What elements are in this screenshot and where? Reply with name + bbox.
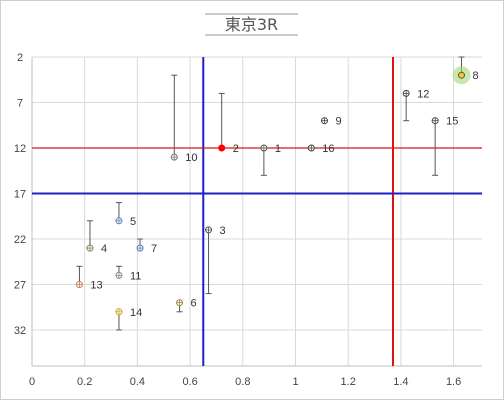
x-tick-label: 0 — [29, 376, 35, 388]
x-tick-label: 0.8 — [235, 376, 250, 388]
data-point-2 — [218, 144, 226, 152]
chart-title: 東京3R — [225, 15, 278, 34]
x-tick-label: 1.2 — [341, 376, 356, 388]
grid-lines — [32, 56, 482, 366]
x-tick-label: 1.4 — [393, 376, 408, 388]
point-label-12: 12 — [417, 88, 429, 100]
data-points — [75, 66, 471, 316]
point-label-1: 1 — [275, 143, 281, 155]
axes — [31, 57, 482, 367]
y-tick-label: 2 — [17, 52, 23, 64]
y-tick-label: 7 — [17, 98, 23, 110]
x-tick-label: 0.2 — [77, 376, 92, 388]
x-tick-label: 1 — [292, 376, 298, 388]
point-label-7: 7 — [151, 243, 157, 255]
point-label-3: 3 — [220, 225, 226, 237]
reference-lines — [32, 57, 482, 366]
y-tick-label: 22 — [14, 234, 26, 246]
x-tick-label: 0.6 — [182, 376, 197, 388]
point-label-6: 6 — [191, 298, 197, 310]
y-tick-label: 12 — [14, 143, 26, 155]
error-bars — [76, 56, 465, 331]
y-tick-label: 17 — [14, 189, 26, 201]
point-label-16: 16 — [322, 143, 334, 155]
point-label-14: 14 — [130, 307, 142, 319]
y-tick-label: 27 — [14, 280, 26, 292]
x-tick-label: 1.6 — [446, 376, 461, 388]
data-point-8 — [458, 71, 466, 79]
point-label-8: 8 — [473, 70, 479, 82]
point-label-9: 9 — [335, 116, 341, 128]
point-label-5: 5 — [130, 216, 136, 228]
point-label-10: 10 — [185, 152, 197, 164]
chart-title-box: 東京3R — [205, 13, 298, 36]
point-label-2: 2 — [233, 143, 239, 155]
point-label-4: 4 — [101, 243, 107, 255]
y-tick-label: 32 — [14, 325, 26, 337]
point-label-15: 15 — [446, 116, 458, 128]
point-label-13: 13 — [90, 280, 102, 292]
x-tick-label: 0.4 — [130, 376, 145, 388]
point-label-11: 11 — [130, 270, 141, 282]
